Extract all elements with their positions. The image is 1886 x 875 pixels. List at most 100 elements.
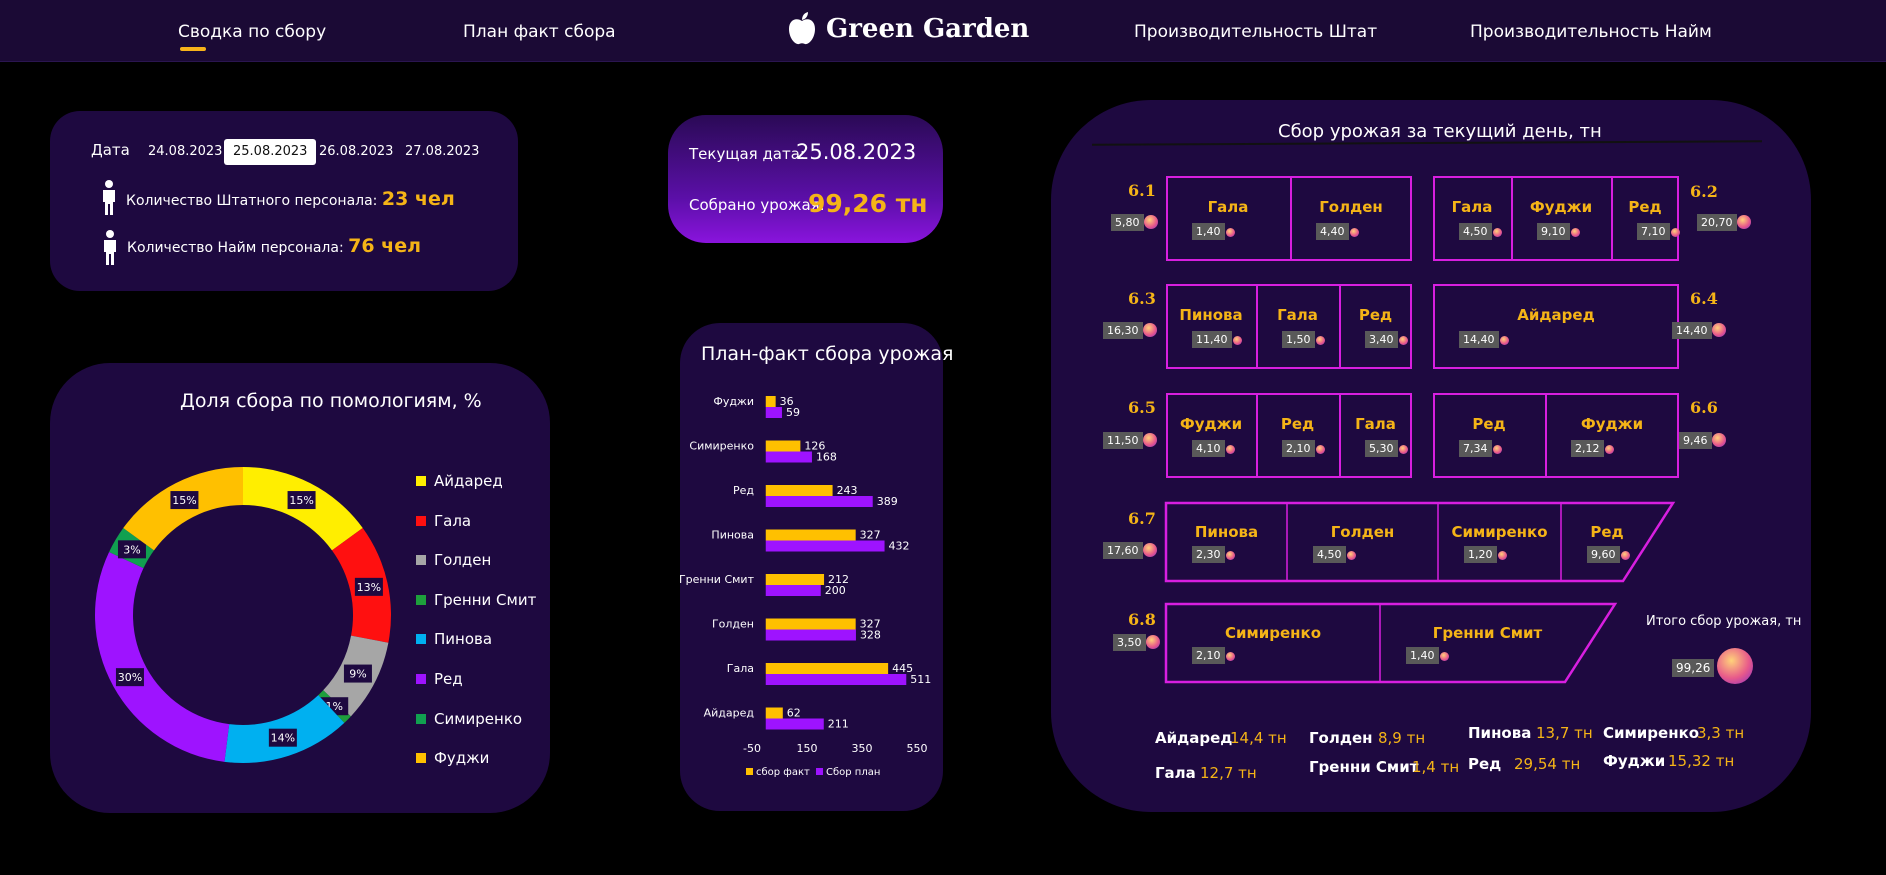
donut-label-bg xyxy=(343,664,372,683)
bar-value-label: 36 xyxy=(780,395,794,408)
bar-value-label: 59 xyxy=(786,406,800,419)
bar-fact xyxy=(765,485,833,496)
field-value-bubble xyxy=(1399,335,1408,345)
donut-data-label: 3% xyxy=(123,543,140,556)
legend-label: Голден xyxy=(434,551,492,570)
legend-label: Айдаред xyxy=(434,472,503,490)
donut-data-label: 15% xyxy=(289,494,313,507)
bar-fact xyxy=(765,663,889,674)
date-option-27[interactable]: 27.08.2023 xyxy=(405,144,480,159)
legend-swatch xyxy=(416,713,426,724)
section-total-bubble xyxy=(1146,635,1160,649)
legend-item-2: Голден xyxy=(416,551,491,569)
field-section-6-5[interactable] xyxy=(1166,393,1412,478)
field-value-bubble xyxy=(1671,227,1680,237)
bar-fact xyxy=(765,440,801,452)
field-value: 1,20 xyxy=(1464,545,1497,563)
field-value: 14,40 xyxy=(1459,330,1499,348)
summary-variety-name: Гала xyxy=(1155,764,1196,782)
staff-count-value: 23 чел xyxy=(381,188,455,210)
section-total: 16,30 xyxy=(1103,322,1143,339)
x-tick-label: 350 xyxy=(852,742,873,755)
field-value-bubble xyxy=(1498,550,1507,560)
section-total-bubble xyxy=(1712,433,1726,447)
field-section-6-2[interactable] xyxy=(1433,176,1679,261)
bar-plan xyxy=(765,451,812,463)
donut-data-label: 13% xyxy=(357,581,381,594)
nav-tab-summary[interactable]: Сводка по сбору xyxy=(178,22,327,42)
donut-label-bg xyxy=(268,728,297,747)
bar-plan xyxy=(765,496,873,507)
bar-chart-title: План-факт сбора урожая xyxy=(701,343,954,365)
donut-slice-5 xyxy=(94,551,230,762)
total-harvest-label: Итого сбор урожая, тн xyxy=(1646,614,1802,629)
apple-icon xyxy=(789,12,815,45)
bar-legend-label: сбор факт xyxy=(756,767,810,778)
legend-label: Ред xyxy=(434,670,463,688)
field-value-bubble xyxy=(1233,335,1242,345)
donut-data-label: 14% xyxy=(271,732,295,745)
field-value: 9,60 xyxy=(1587,545,1620,563)
field-variety-name: Фуджи xyxy=(1179,415,1243,434)
summary-variety-value: 13,7 тн xyxy=(1536,724,1593,742)
field-section-6-7[interactable] xyxy=(1164,501,1676,583)
legend-swatch xyxy=(416,476,426,486)
field-value-bubble xyxy=(1621,550,1630,560)
field-value: 5,30 xyxy=(1365,439,1398,457)
legend-label: Пинова xyxy=(434,630,493,649)
bar-legend-swatch xyxy=(816,768,823,775)
field-value-bubble xyxy=(1500,335,1509,345)
total-harvest-value: 99,26 xyxy=(1672,659,1715,677)
field-value: 2,10 xyxy=(1192,646,1225,664)
bar-value-label: 126 xyxy=(804,440,825,453)
field-section-6-4[interactable] xyxy=(1433,284,1679,369)
summary-variety-name: Пинова xyxy=(1468,724,1532,742)
legend-item-5: Ред xyxy=(416,670,463,688)
field-value-bubble xyxy=(1226,550,1235,560)
person-icon xyxy=(103,180,115,215)
nav-tab-hired-productivity[interactable]: Производительность Найм xyxy=(1470,22,1712,42)
legend-swatch xyxy=(416,674,426,684)
section-total-bubble xyxy=(1144,215,1158,229)
bar-fact xyxy=(765,574,825,585)
donut-label-bg xyxy=(117,540,146,559)
field-section-6-6[interactable] xyxy=(1433,393,1679,478)
field-section-6-3[interactable] xyxy=(1166,284,1412,369)
section-total: 17,60 xyxy=(1103,542,1143,559)
field-divider xyxy=(1545,395,1547,476)
section-total: 11,50 xyxy=(1103,432,1143,449)
section-label: 6.2 xyxy=(1690,182,1718,201)
bar-plan xyxy=(765,674,907,685)
date-option-25[interactable]: 25.08.2023 xyxy=(224,139,317,165)
field-value: 4,50 xyxy=(1313,545,1346,563)
summary-variety-name: Голден xyxy=(1309,729,1373,747)
summary-variety-name: Айдаред xyxy=(1155,729,1233,747)
date-option-26[interactable]: 26.08.2023 xyxy=(319,144,394,159)
nav-tab-staff-productivity[interactable]: Производительность Штат xyxy=(1134,22,1378,42)
field-divider xyxy=(1290,178,1292,259)
x-tick-label: 150 xyxy=(797,742,818,755)
person-icon xyxy=(104,230,116,265)
summary-variety-value: 29,54 тн xyxy=(1514,755,1581,773)
field-value-bubble xyxy=(1226,227,1235,237)
donut-label-bg xyxy=(170,491,199,510)
bar-plan xyxy=(765,718,824,730)
field-variety-name: Ред xyxy=(1358,306,1393,325)
field-value-bubble xyxy=(1493,227,1502,237)
nav-tab-plan-fact[interactable]: План факт сбора xyxy=(463,22,616,42)
section-label: 6.7 xyxy=(1128,509,1156,528)
field-section-6-1[interactable] xyxy=(1166,176,1412,261)
donut-chart: 15%13%9%1%14%30%3%15% xyxy=(94,467,391,763)
field-value: 1,40 xyxy=(1406,646,1439,664)
date-option-24[interactable]: 24.08.2023 xyxy=(148,144,223,159)
legend-swatch xyxy=(416,753,426,764)
field-divider xyxy=(1256,286,1258,367)
field-value: 4,10 xyxy=(1192,439,1225,457)
field-value: 4,40 xyxy=(1316,222,1349,240)
x-tick-label: 550 xyxy=(907,742,928,755)
field-section-6-8[interactable] xyxy=(1164,602,1618,684)
field-variety-name: Ред xyxy=(1590,523,1624,542)
field-value-bubble xyxy=(1605,444,1614,454)
field-divider xyxy=(1511,178,1513,259)
bar-legend-swatch xyxy=(746,768,753,775)
